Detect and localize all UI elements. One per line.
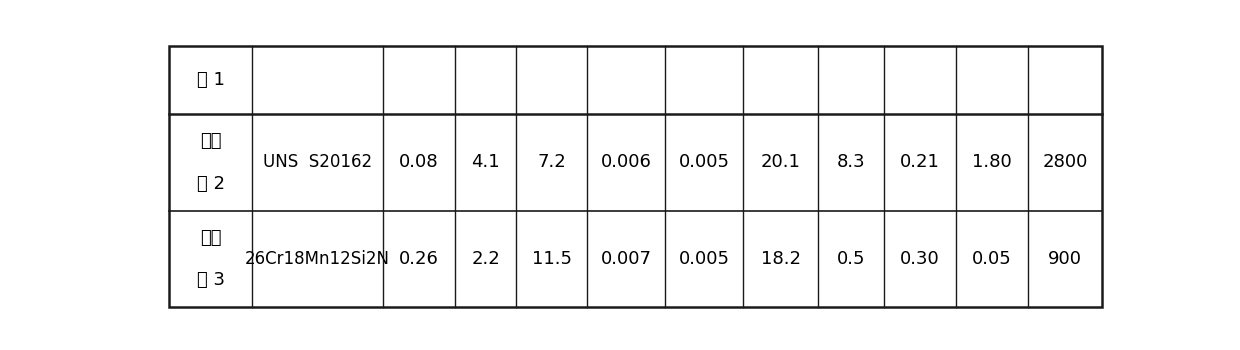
Text: 4.1: 4.1 <box>471 153 500 172</box>
Text: 2800: 2800 <box>1042 153 1087 172</box>
Text: 0.21: 0.21 <box>900 153 940 172</box>
Text: 2.2: 2.2 <box>471 250 500 268</box>
Text: 0.5: 0.5 <box>837 250 866 268</box>
Text: 1.80: 1.80 <box>972 153 1012 172</box>
Text: 18.2: 18.2 <box>760 250 801 268</box>
Text: 11.5: 11.5 <box>532 250 572 268</box>
Text: 20.1: 20.1 <box>761 153 801 172</box>
Text: 8.3: 8.3 <box>837 153 866 172</box>
Text: 0.006: 0.006 <box>601 153 652 172</box>
Text: 实施: 实施 <box>200 132 222 150</box>
Text: 0.30: 0.30 <box>900 250 940 268</box>
Text: UNS  S20162: UNS S20162 <box>263 153 372 172</box>
Text: 0.08: 0.08 <box>399 153 439 172</box>
Text: 例 2: 例 2 <box>197 175 224 193</box>
Text: 0.26: 0.26 <box>399 250 439 268</box>
Text: 26Cr18Mn12Si2N: 26Cr18Mn12Si2N <box>246 250 389 268</box>
Text: 0.05: 0.05 <box>972 250 1012 268</box>
Text: 0.005: 0.005 <box>680 153 730 172</box>
Text: 900: 900 <box>1048 250 1081 268</box>
Text: 例 1: 例 1 <box>197 71 224 89</box>
Text: 例 3: 例 3 <box>197 271 224 289</box>
Text: 0.005: 0.005 <box>680 250 730 268</box>
Text: 0.007: 0.007 <box>601 250 652 268</box>
Text: 实施: 实施 <box>200 229 222 247</box>
Text: 7.2: 7.2 <box>537 153 567 172</box>
